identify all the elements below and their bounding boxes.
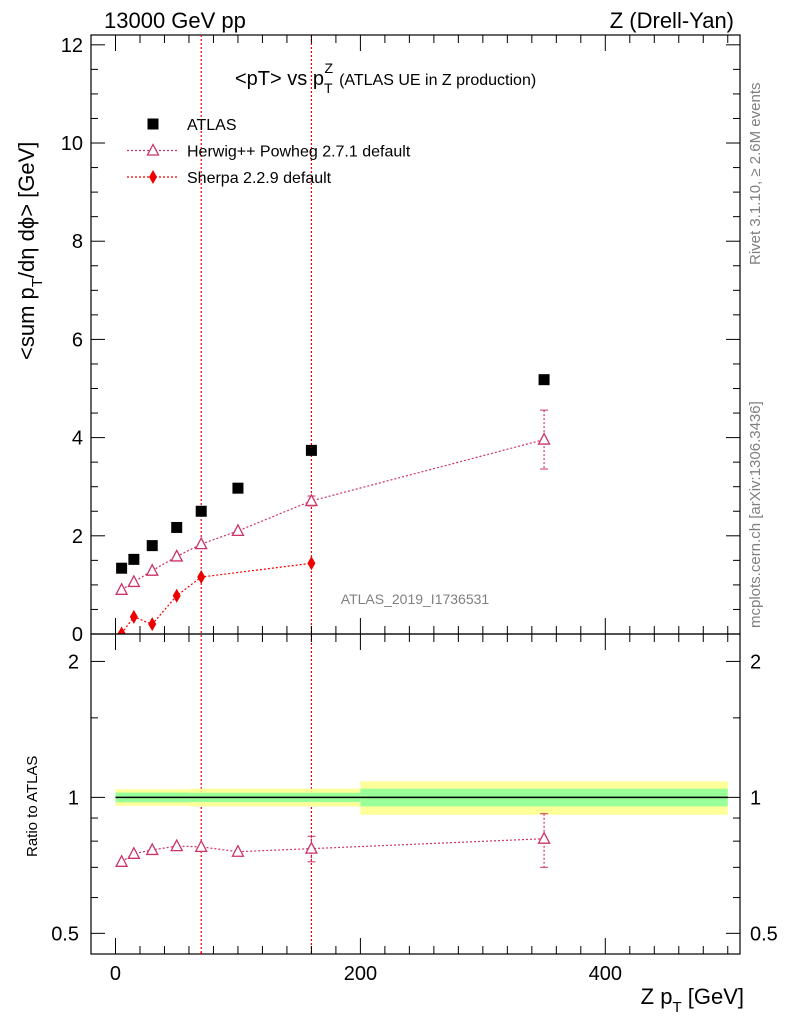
plot-title: <pT> vs pTZ(ATLAS UE in Z production) [235,60,536,96]
sherpa-point [307,556,316,571]
xlabel: Z pT [GeV] [641,984,744,1016]
herwig-ratio-point [115,854,129,867]
herwig-point [115,582,129,595]
herwig-point [127,574,141,588]
ratio-tick-label: 1 [68,787,79,809]
y-tick-label: 0 [72,624,83,646]
legend-marker [146,143,160,156]
sherpa-ratio-group [199,951,291,989]
sherpa-point [129,609,138,624]
y-tick-label: 2 [72,526,83,548]
analysis-watermark: ATLAS_2019_I1736531 [341,591,490,607]
legend-marker [149,170,157,184]
ratio-tick-label-right: 1 [750,787,761,809]
ratio-tick-label-right: 2 [750,651,761,673]
atlas-point [195,505,207,517]
herwig-ratio-point [537,831,551,844]
herwig-point [170,549,184,562]
ratio-tick-label: 0.5 [51,923,79,945]
atlas-point [146,540,158,552]
herwig-ratio-point [231,844,245,857]
sherpa-point [172,588,181,603]
herwig-ratio-point [127,846,141,859]
ratio-ylabel: Ratio to ATLAS [24,756,41,857]
x-tick-label: 400 [589,963,622,985]
legend: ATLAS Herwig++ Powheg 2.7.1 default Sherpa… [127,117,411,187]
sherpa-group [117,556,316,634]
atlas-group [116,374,550,574]
herwig-point [537,432,551,445]
ratio-tick-label: 2 [68,651,79,673]
legend-label: Herwig++ Powheg 2.7.1 default [187,144,411,161]
sherpa-ratio-point [283,975,291,989]
atlas-point [128,553,140,565]
bottom-frame [90,633,741,955]
atlas-point [171,521,183,533]
legend-marker [147,118,159,130]
herwig-ratio-point [304,841,318,854]
herwig-ratio-point [145,842,159,856]
herwig-point [145,563,159,576]
mcplots-label: mcplots.cern.ch [arXiv:1306.3436] [747,401,764,628]
herwig-ratio-group [115,813,551,868]
sherpa-point [117,626,126,634]
x-tick-label: 200 [344,963,377,985]
atlas-point [232,482,244,494]
atlas-point [116,562,128,574]
y-tick-label: 6 [72,329,83,351]
top-ylabel: <sum pT/dη dϕ> [GeV] [14,142,46,360]
y-tick-label: 12 [61,35,83,57]
sherpa-ratio-line [201,958,287,982]
herwig-ratio-point [194,839,208,853]
legend-label: ATLAS [187,117,237,134]
ratio-tick-label-right: 0.5 [750,923,778,945]
y-tick-label: 4 [72,428,83,450]
sherpa-point [197,570,206,585]
herwig-point [194,536,208,550]
legend-label: Sherpa 2.2.9 default [187,170,332,187]
sherpa-point [148,617,157,632]
herwig-point [304,493,318,507]
y-tick-label: 8 [72,231,83,253]
atlas-point [538,374,550,386]
x-tick-label: 0 [110,963,121,985]
ratio-panel: 0 200 400 0.5 0.5 1 1 2 2 [51,633,778,989]
rivet-label: Rivet 3.1.10, ≥ 2.6M events [747,83,764,266]
herwig-ratio-line [121,838,545,863]
herwig-group [115,409,551,595]
atlas-point [305,444,317,456]
sherpa-ratio-point [199,951,203,954]
header-left: 13000 GeV pp [104,8,246,33]
y-tick-label: 10 [61,133,83,155]
herwig-ratio-point [170,838,184,852]
herwig-line [121,438,545,591]
header-right: Z (Drell-Yan) [610,8,734,33]
herwig-point [231,523,245,537]
